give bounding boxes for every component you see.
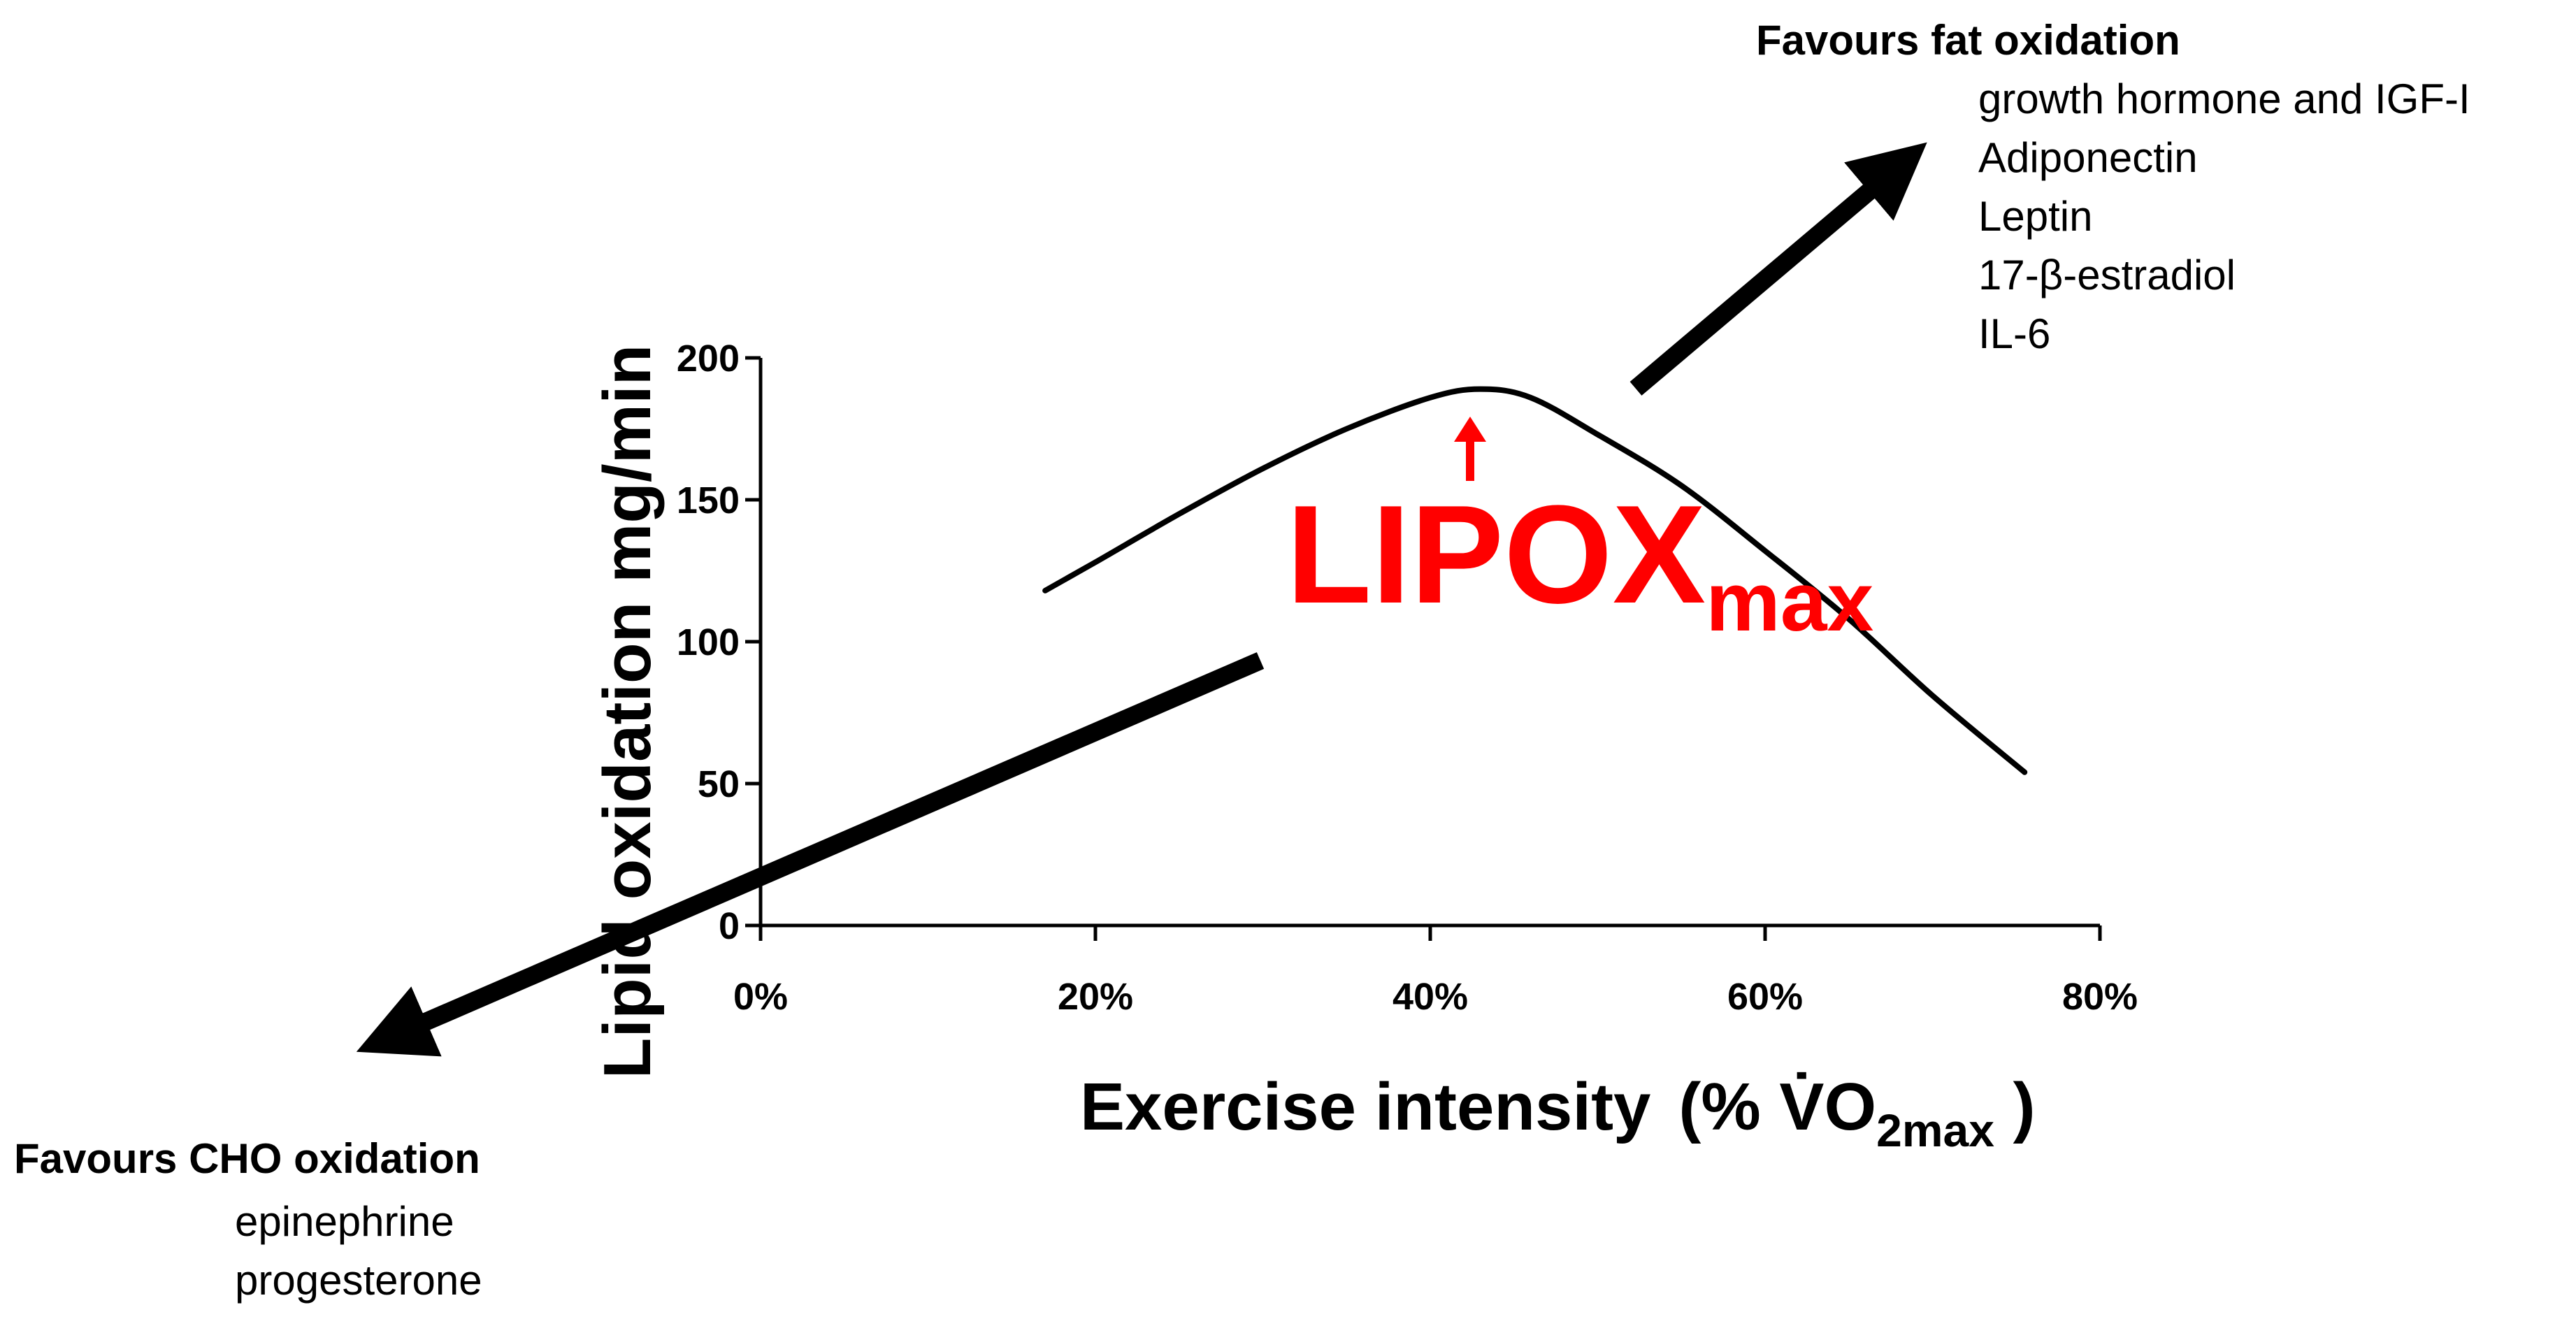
lipox-main: LIPOX — [1286, 477, 1706, 633]
y-axis-title: Lipid oxidation mg/min — [590, 345, 665, 1079]
x-tick-label-80: 80% — [2062, 976, 2138, 1018]
y-tick-marks — [745, 356, 761, 928]
y-tick-label-150: 150 — [677, 480, 740, 521]
fat-oxidation-arrow — [1629, 142, 1927, 396]
fat-oxidation-list: growth hormone and IGF-I Adiponectin Lepti… — [1978, 75, 2470, 357]
lipox-max-arrowhead — [1454, 417, 1486, 442]
fat-oxidation-item: Leptin — [1978, 193, 2092, 240]
x-axis-title-vo: V̇O — [1779, 1069, 1876, 1144]
y-tick-label-0: 0 — [719, 905, 740, 947]
fat-oxidation-item: IL-6 — [1978, 310, 2050, 357]
y-tick-label-50: 50 — [698, 763, 740, 805]
x-axis-title-sub: 2max — [1876, 1104, 1994, 1156]
x-axis-title: Exercise intensity (% V̇O2max ) — [1080, 1069, 2036, 1156]
cho-oxidation-heading: Favours CHO oxidation — [14, 1135, 480, 1182]
cho-oxidation-arrow — [356, 652, 1265, 1057]
lipox-sub: max — [1706, 555, 1873, 649]
x-tick-label-0: 0% — [733, 976, 788, 1018]
fat-oxidation-item: growth hormone and IGF-I — [1978, 75, 2470, 122]
fat-oxidation-item: 17-β-estradiol — [1978, 252, 2236, 298]
y-tick-labels: 0 50 100 150 200 — [677, 338, 740, 947]
lipox-max-label: LIPOXmax — [1286, 477, 1873, 649]
fat-oxidation-item: Adiponectin — [1978, 134, 2198, 181]
cho-oxidation-list: epinephrine progesterone — [235, 1198, 482, 1304]
x-axis-title-close: ) — [1994, 1069, 2036, 1144]
x-axis-title-open: (% — [1678, 1069, 1779, 1144]
y-tick-label-100: 100 — [677, 621, 740, 663]
x-tick-label-20: 20% — [1058, 976, 1133, 1018]
y-tick-label-200: 200 — [677, 338, 740, 380]
x-tick-label-60: 60% — [1727, 976, 1803, 1018]
cho-oxidation-item: epinephrine — [235, 1198, 454, 1245]
x-tick-label-40: 40% — [1393, 976, 1468, 1018]
fat-oxidation-heading: Favours fat oxidation — [1756, 17, 2180, 64]
x-axis-title-main: Exercise intensity — [1080, 1069, 1650, 1144]
x-tick-marks — [758, 925, 2102, 941]
series-line-lipid-oxidation — [1042, 386, 2028, 775]
x-tick-labels: 0% 20% 40% 60% 80% — [733, 976, 2138, 1018]
cho-oxidation-item: progesterone — [235, 1257, 482, 1304]
